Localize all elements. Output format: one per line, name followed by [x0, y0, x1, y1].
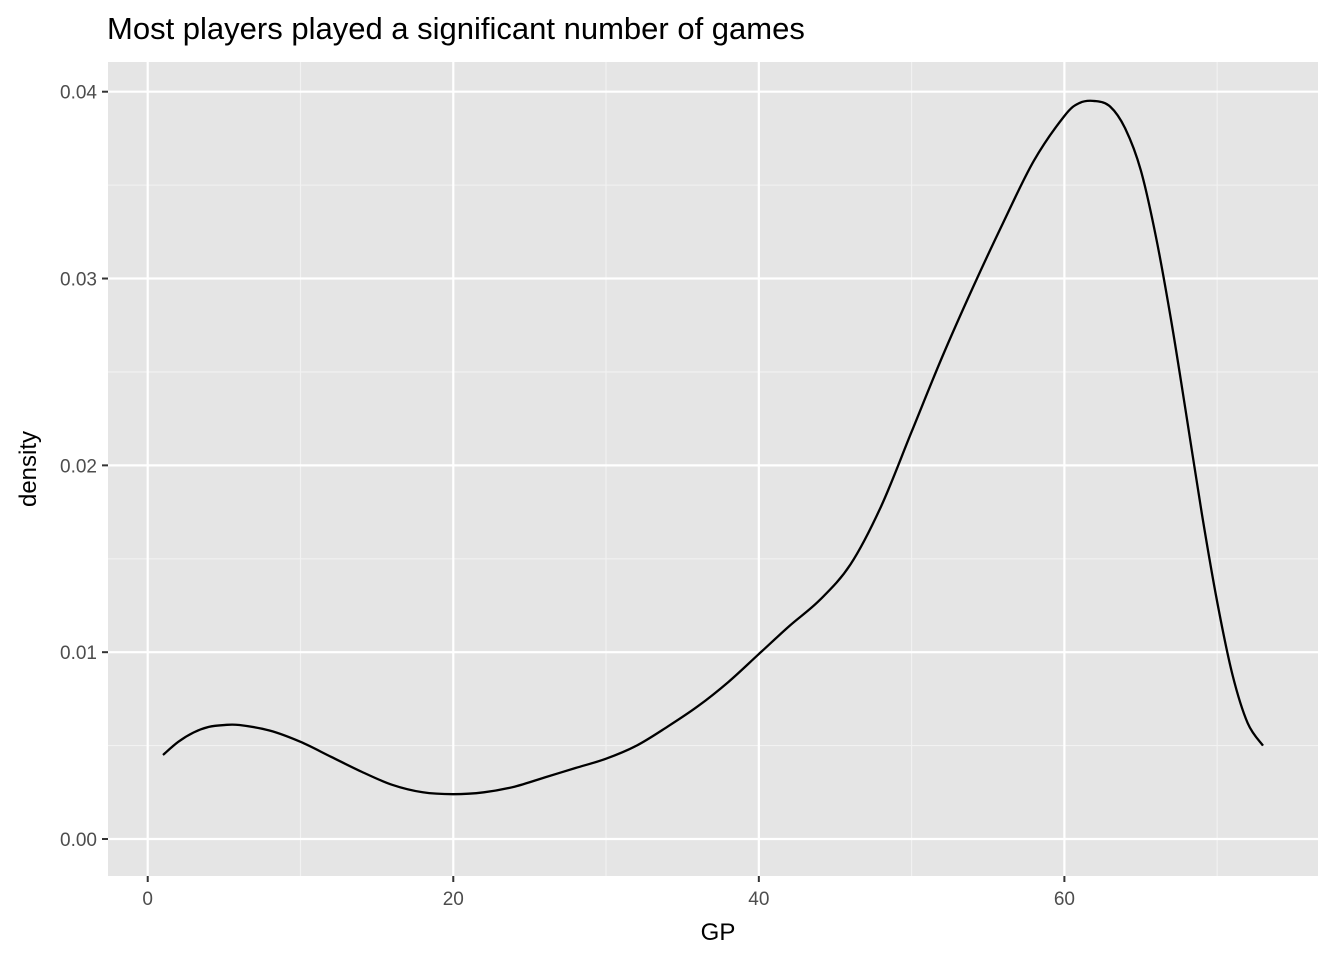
major-gridlines: [108, 62, 1318, 876]
y-tick-label: 0.01: [60, 643, 97, 664]
x-tick-label: 20: [443, 889, 464, 910]
plot-panel: [108, 62, 1318, 876]
y-axis: 0.00 0.01 0.02 0.03 0.04: [60, 83, 108, 851]
density-curve: [162, 99, 1264, 796]
chart-title: Most players played a significant number…: [107, 11, 805, 46]
x-tick-label: 0: [142, 889, 153, 910]
x-tick-label: 40: [748, 889, 769, 910]
y-tick-label: 0.03: [60, 270, 97, 291]
x-tick-label: 60: [1054, 889, 1075, 910]
x-axis: 0 20 40 60: [142, 876, 1075, 910]
y-tick-label: 0.00: [60, 830, 97, 851]
data-layer: [162, 99, 1264, 796]
y-tick-label: 0.04: [60, 83, 97, 104]
y-axis-title: density: [15, 431, 42, 507]
y-tick-label: 0.02: [60, 456, 97, 477]
x-axis-title: GP: [701, 919, 736, 946]
